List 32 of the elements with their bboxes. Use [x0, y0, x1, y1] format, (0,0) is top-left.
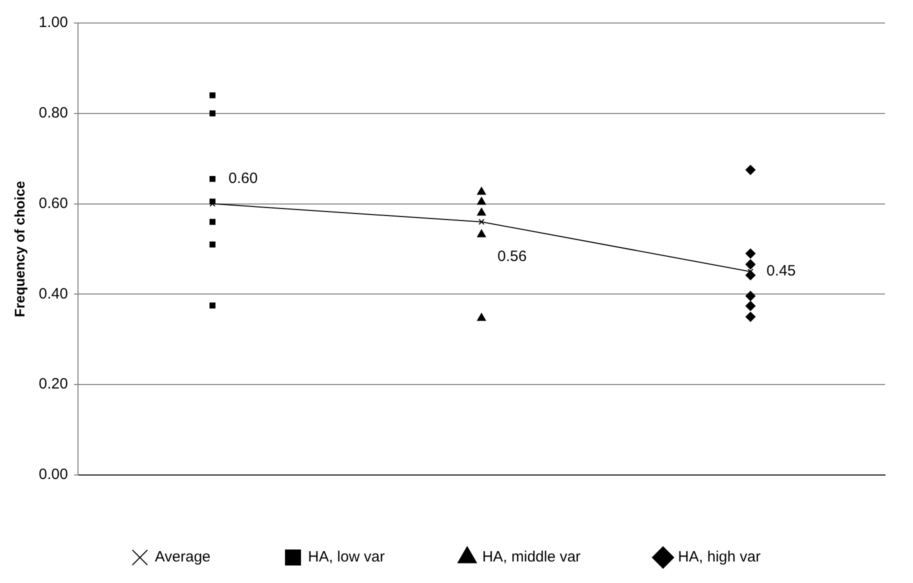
point — [210, 176, 216, 182]
point — [210, 110, 216, 116]
y-axis-title: Frequency of choice — [11, 180, 28, 318]
point — [746, 164, 756, 175]
legend-label: HA, high var — [678, 548, 761, 566]
point — [746, 248, 756, 259]
data-label: 0.60 — [228, 170, 258, 187]
y-tick-label: 0.00 — [38, 466, 68, 484]
y-tick-label: 0.40 — [38, 285, 68, 302]
point — [210, 302, 216, 308]
point — [478, 218, 484, 225]
y-tick-label: 1.00 — [38, 14, 68, 32]
point — [477, 196, 486, 205]
point — [746, 300, 756, 311]
point — [477, 313, 486, 321]
y-tick-label: 0.80 — [38, 104, 68, 122]
point — [210, 218, 216, 225]
y-tick-label: 0.60 — [38, 194, 68, 212]
point — [210, 242, 216, 248]
point — [746, 291, 756, 302]
data-label: 0.45 — [766, 262, 796, 280]
point — [746, 259, 756, 270]
point — [477, 187, 486, 195]
point — [477, 230, 486, 238]
legend-label: HA, low var — [308, 548, 385, 566]
data-label: 0.56 — [497, 248, 527, 266]
point — [210, 92, 216, 98]
legend-label: HA, middle var — [482, 548, 581, 566]
y-tick-label: 0.20 — [38, 376, 68, 393]
legend-label: Average — [154, 548, 211, 566]
point — [746, 312, 756, 322]
point — [477, 208, 486, 216]
